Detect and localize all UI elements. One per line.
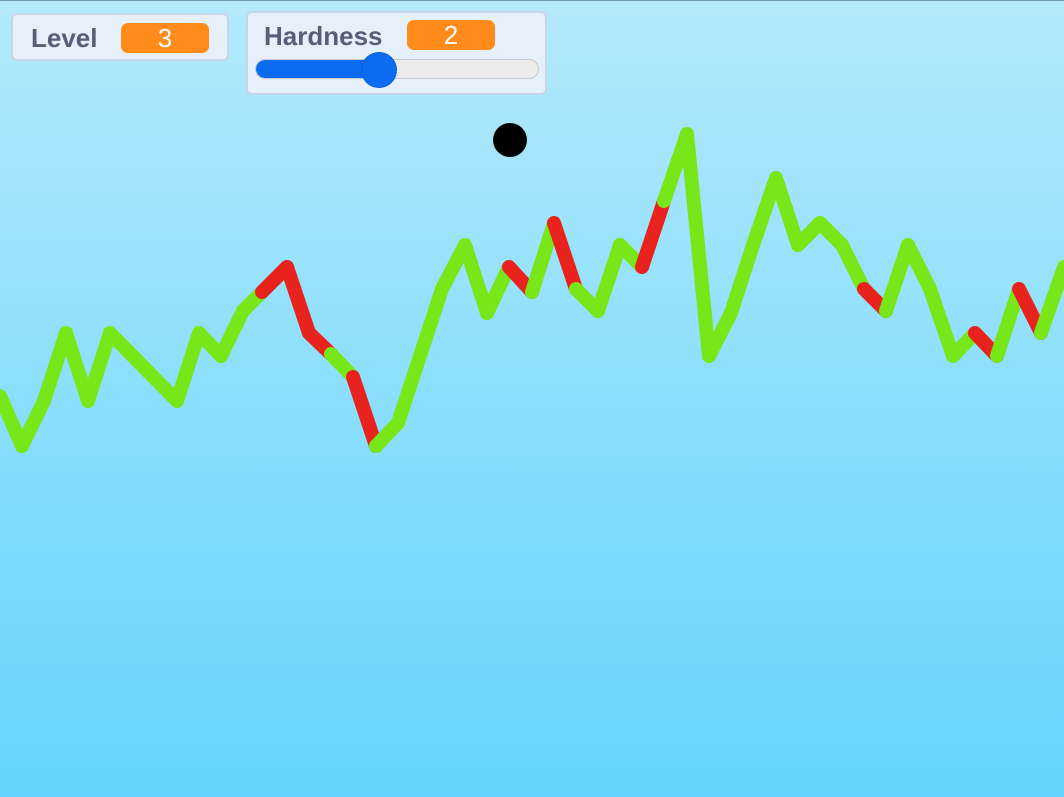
track-segment-safe [835,238,871,296]
level-value: 3 [121,23,209,53]
track-segment-safe [214,304,250,363]
level-label: Level [31,23,98,53]
hardness-slider-fill [256,60,376,78]
track-segment-safe [458,238,494,320]
track-segment-safe [591,238,627,318]
track-segment-safe [923,282,960,363]
hardness-slider-track[interactable] [255,59,539,79]
track-segment-danger [280,260,316,340]
track-segment-safe [990,282,1026,363]
track-segment-safe [103,326,184,408]
track-segment-safe [702,306,738,363]
track-segment-safe [170,326,206,408]
track-segment-safe [1034,260,1064,340]
track-segment-danger [547,216,583,296]
track-segment-safe [901,238,937,296]
track-segment-safe [525,216,561,299]
track-segment-safe [480,260,516,320]
mountain-track [0,127,1064,453]
track-segment-danger [635,194,671,274]
hardness-label: Hardness [264,21,383,51]
track-segment-safe [81,326,117,408]
track-segment-safe [724,238,760,320]
track-segment-safe [15,394,51,453]
level-monitor: Level 3 [11,13,229,61]
track-segment-danger [346,370,383,453]
track-segment-safe [769,171,805,252]
track-segment-safe [413,282,449,363]
track-segment-safe [879,238,915,318]
hardness-value: 2 [407,20,495,50]
hardness-slider-thumb[interactable] [361,53,396,87]
hardness-monitor: Hardness 2 [246,11,547,95]
track-segment-safe [391,349,427,430]
track-segment-safe [680,127,716,363]
black-ball-icon [493,123,527,157]
track-segment-safe [746,171,783,252]
